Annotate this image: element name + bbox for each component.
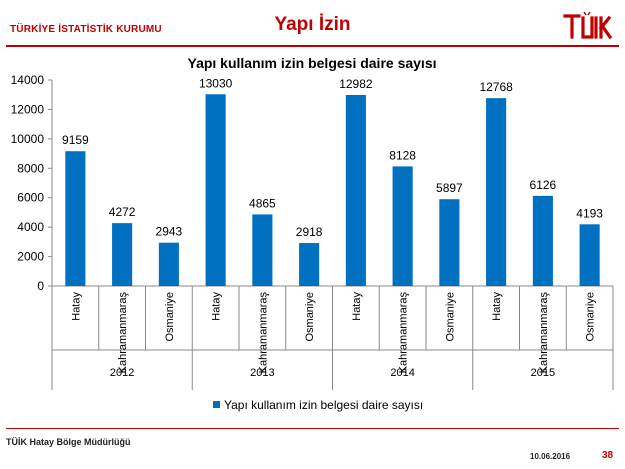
data-label: 12768 <box>479 80 513 94</box>
chart-data-labels: 9159 4272 2943 13030 4865 2918 12982 8128 5897 12… <box>62 76 603 239</box>
bar <box>532 195 553 286</box>
y-tick-label: 8000 <box>17 161 44 175</box>
data-label: 12982 <box>339 77 373 91</box>
x-category-label: Osmaniye <box>444 292 456 342</box>
bar <box>439 199 460 286</box>
page-title: Yapı İzin <box>274 14 351 35</box>
footer-rule <box>6 428 619 429</box>
chart-bars <box>65 94 600 287</box>
chart-legend: Yapı kullanım izin belgesi daire sayısı <box>213 398 423 412</box>
data-label: 5897 <box>436 181 463 195</box>
org-name: TÜRKİYE İSTATİSTİK KURUMU <box>10 24 162 35</box>
y-tick-label: 10000 <box>11 132 45 146</box>
x-category-label: Kahramanmaraş <box>257 292 269 374</box>
x-group-label: 2015 <box>531 367 555 379</box>
x-category-label: Hatay <box>211 292 223 321</box>
bar <box>158 242 179 286</box>
x-category-label: Hatay <box>491 292 503 321</box>
bar <box>299 243 320 286</box>
data-label: 2918 <box>296 225 323 239</box>
x-group-label: 2012 <box>110 367 134 379</box>
x-category-label: Osmaniye <box>585 292 597 342</box>
x-category-label: Kahramanmaraş <box>398 292 410 374</box>
bar <box>486 98 507 287</box>
x-group-label: 2013 <box>250 367 274 379</box>
bar <box>345 94 366 286</box>
x-category-label: Hatay <box>70 292 82 321</box>
data-label: 4865 <box>249 196 276 210</box>
footer-date: 10.06.2016 <box>530 452 571 461</box>
data-label: 2943 <box>156 225 183 239</box>
header: TÜRKİYE İSTATİSTİK KURUMU Yapı İzin <box>0 0 625 50</box>
header-rule <box>6 45 619 47</box>
data-label: 8128 <box>389 148 416 162</box>
y-tick-label: 6000 <box>17 191 44 205</box>
bar <box>392 166 413 286</box>
data-label: 6126 <box>530 178 557 192</box>
y-tick-label: 0 <box>37 279 44 293</box>
bar <box>252 214 273 286</box>
x-category-label: Osmaniye <box>304 292 316 342</box>
bar <box>112 223 133 286</box>
data-label: 9159 <box>62 133 89 147</box>
x-group-label: 2014 <box>390 367 414 379</box>
bar <box>205 94 226 286</box>
data-label: 4193 <box>576 206 603 220</box>
y-tick-label: 14000 <box>11 73 45 87</box>
y-tick-label: 12000 <box>11 102 45 116</box>
x-category-label: Hatay <box>351 292 363 321</box>
footer-office: TÜİK Hatay Bölge Müdürlüğü <box>6 437 131 447</box>
x-category-label: Osmaniye <box>164 292 176 342</box>
y-tick-label: 4000 <box>17 220 44 234</box>
bar-chart: Yapı kullanım izin belgesi daire sayısı … <box>11 55 614 412</box>
data-label: 13030 <box>199 76 233 90</box>
legend-swatch <box>213 401 220 408</box>
y-tick-label: 2000 <box>17 250 44 264</box>
tuik-logo <box>563 11 612 40</box>
x-category-label: Kahramanmaraş <box>538 292 550 374</box>
bar <box>65 151 86 286</box>
legend-label: Yapı kullanım izin belgesi daire sayısı <box>224 398 423 412</box>
chart-title: Yapı kullanım izin belgesi daire sayısı <box>188 55 437 71</box>
bar <box>579 224 600 286</box>
chart-axes: 0 2000 4000 6000 8000 10000 12000 14000 Hatay Kah… <box>11 73 614 390</box>
page-number: 38 <box>602 450 614 461</box>
x-category-label: Kahramanmaraş <box>117 292 129 374</box>
data-label: 4272 <box>109 205 136 219</box>
